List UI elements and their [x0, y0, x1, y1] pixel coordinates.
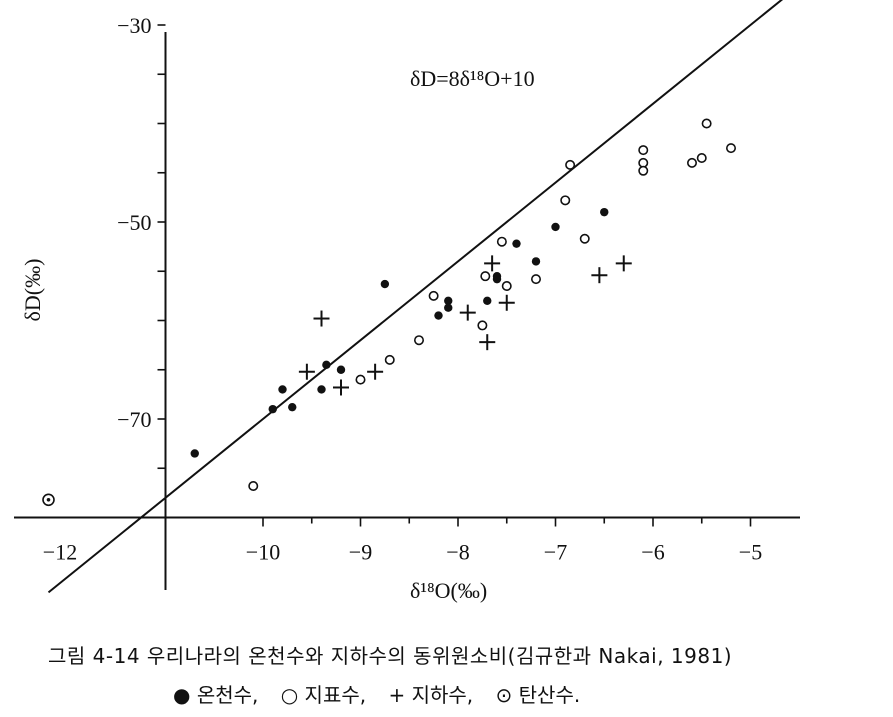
surface-water-point: [638, 145, 649, 156]
groundwater-symbol: +: [388, 683, 406, 707]
carbonated-water-point: [42, 493, 55, 507]
surface-water-point: [248, 480, 259, 491]
caption-title: 그림 4-14 우리나라의 온천수와 지하수의 동위원소비(김규한과 Nakai…: [48, 644, 733, 668]
y-tick-label: −30: [117, 13, 151, 38]
legend: ● 온천수, ○ 지표수, + 지하수, ⊙ 탄산수.: [173, 679, 888, 708]
surface-water-point: [501, 281, 512, 292]
y-axis-title: δD(‰): [20, 259, 45, 322]
hot-spring-point: [288, 402, 297, 412]
groundwater-point: [591, 267, 608, 284]
hot-spring-label: 온천수,: [196, 683, 259, 707]
groundwater-point: [459, 304, 476, 321]
hot-spring-point: [268, 404, 277, 414]
x-tick-label: −5: [739, 540, 762, 565]
surface-water-point: [530, 274, 541, 285]
surface-water-point: [560, 195, 571, 206]
surface-water-point: [480, 271, 491, 282]
hot-spring-point: [336, 365, 346, 374]
hot-spring-point: [278, 385, 287, 394]
groundwater-point: [484, 255, 501, 272]
surface-water-point: [355, 374, 366, 385]
hot-spring-point: [317, 385, 326, 394]
hot-spring-point: [322, 360, 331, 370]
carbonated-water-label: 탄산수.: [518, 683, 581, 707]
hot-spring-point: [380, 279, 390, 289]
groundwater-point: [498, 294, 515, 311]
x-tick-label: −7: [544, 540, 567, 565]
figure-caption: 그림 4-14 우리나라의 온천수와 지하수의 동위원소비(김규한과 Nakai…: [48, 640, 888, 708]
surface-water-point: [428, 290, 439, 301]
hot-spring-point: [444, 296, 453, 305]
hot-spring-point: [531, 257, 541, 266]
surface-water-point: [725, 143, 736, 154]
hot-spring-point: [483, 296, 492, 305]
hot-spring-point: [551, 222, 560, 232]
x-axis-title: δ¹⁸O(‰): [410, 578, 487, 603]
hot-spring-point: [492, 271, 502, 281]
surface-water-point: [696, 152, 707, 163]
hot-spring-point: [444, 303, 453, 312]
groundwater-point: [367, 363, 384, 380]
groundwater-point: [479, 334, 496, 351]
surface-water-symbol: ○: [280, 683, 299, 707]
surface-water-point: [413, 335, 424, 346]
groundwater-label: 지하수,: [411, 683, 474, 707]
hot-spring-point: [512, 239, 521, 248]
x-tick-label: −6: [641, 540, 664, 565]
hot-spring-point: [434, 311, 443, 320]
x-tick-label: −12: [43, 540, 77, 565]
meteoric-water-line: [47, 0, 784, 594]
carbonated-water-symbol: ⊙: [495, 683, 513, 707]
scatter-plot: −12 −10 −9 −8 −7 −6 −5 −30 −50 −70 δD=8δ¹⁸O+10 δ¹…: [14, 0, 800, 603]
groundwater-point: [298, 363, 315, 380]
x-tick-label: −9: [349, 540, 372, 565]
equation-annotation: δD=8δ¹⁸O+10: [410, 66, 535, 91]
x-tick-label: −10: [246, 540, 280, 565]
surface-water-point: [496, 236, 507, 247]
groundwater-point: [333, 379, 349, 396]
hot-spring-point: [600, 207, 609, 217]
groundwater-point: [615, 255, 632, 272]
surface-water-point: [686, 157, 697, 168]
y-tick-label: −70: [117, 407, 151, 432]
surface-water-label: 지표수,: [304, 683, 367, 707]
surface-water-point: [701, 118, 712, 129]
surface-water-point: [638, 165, 649, 176]
hot-spring-symbol: ●: [173, 683, 191, 707]
groundwater-point: [313, 310, 330, 327]
surface-water-point: [579, 233, 590, 244]
surface-water-point: [384, 354, 395, 365]
x-tick-label: −8: [446, 540, 469, 565]
surface-water-point: [477, 320, 488, 331]
surface-water-point: [565, 159, 576, 170]
y-tick-label: −50: [117, 210, 151, 235]
hot-spring-point: [190, 449, 199, 458]
